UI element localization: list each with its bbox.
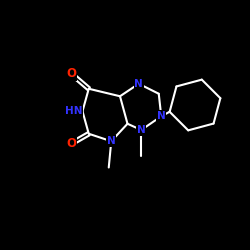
- Text: N: N: [134, 79, 143, 89]
- Text: O: O: [66, 67, 76, 80]
- Text: HN: HN: [65, 106, 82, 116]
- Text: N: N: [107, 136, 116, 146]
- Text: N: N: [137, 125, 145, 135]
- Text: N: N: [157, 111, 166, 121]
- Text: O: O: [66, 137, 76, 150]
